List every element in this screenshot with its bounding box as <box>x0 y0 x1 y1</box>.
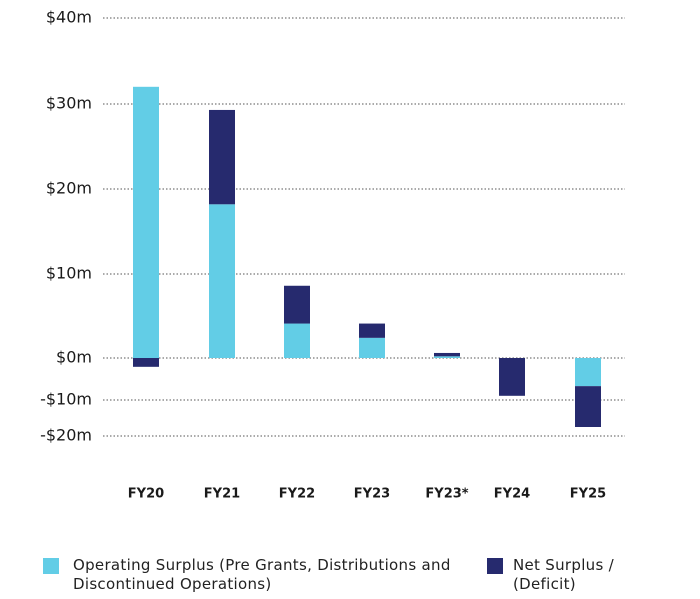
legend-label: Operating Surplus (Pre Grants, Distribut… <box>73 556 451 593</box>
bar-segment <box>434 352 460 357</box>
x-tick-label: FY25 <box>570 487 606 502</box>
y-tick-label: $10m <box>46 264 92 283</box>
legend-swatch <box>43 558 59 574</box>
y-tick-label: $40m <box>46 8 92 27</box>
x-tick-label: FY23 <box>354 487 390 502</box>
x-tick-label: FY24 <box>494 487 530 502</box>
y-tick-label: -$10m <box>40 390 92 409</box>
bar-segment <box>284 323 310 358</box>
legend-swatch <box>487 558 503 574</box>
bar-segment <box>434 356 460 358</box>
y-tick-label: -$20m <box>40 426 92 445</box>
x-tick-label: FY23* <box>425 487 468 502</box>
bar-segment <box>209 109 235 205</box>
bar-segment <box>359 323 385 338</box>
bar-segment <box>133 358 159 367</box>
bar-segment <box>209 204 235 358</box>
bar-segment <box>359 337 385 358</box>
legend-label: Net Surplus / (Deficit) <box>513 556 615 593</box>
y-tick-label: $30m <box>46 94 92 113</box>
bar-segment <box>575 358 601 387</box>
x-tick-label: FY20 <box>128 487 164 502</box>
x-tick-label: FY21 <box>204 487 240 502</box>
bar-segment <box>575 386 601 427</box>
bar-segment <box>284 285 310 324</box>
y-tick-label: $20m <box>46 179 92 198</box>
legend-item: Net Surplus / (Deficit) <box>487 556 637 594</box>
bar-segment <box>133 86 159 359</box>
bar-segment <box>499 358 525 396</box>
legend-item: Operating Surplus (Pre Grants, Distribut… <box>43 556 473 594</box>
x-tick-label: FY22 <box>279 487 315 502</box>
y-tick-label: $0m <box>56 348 92 367</box>
